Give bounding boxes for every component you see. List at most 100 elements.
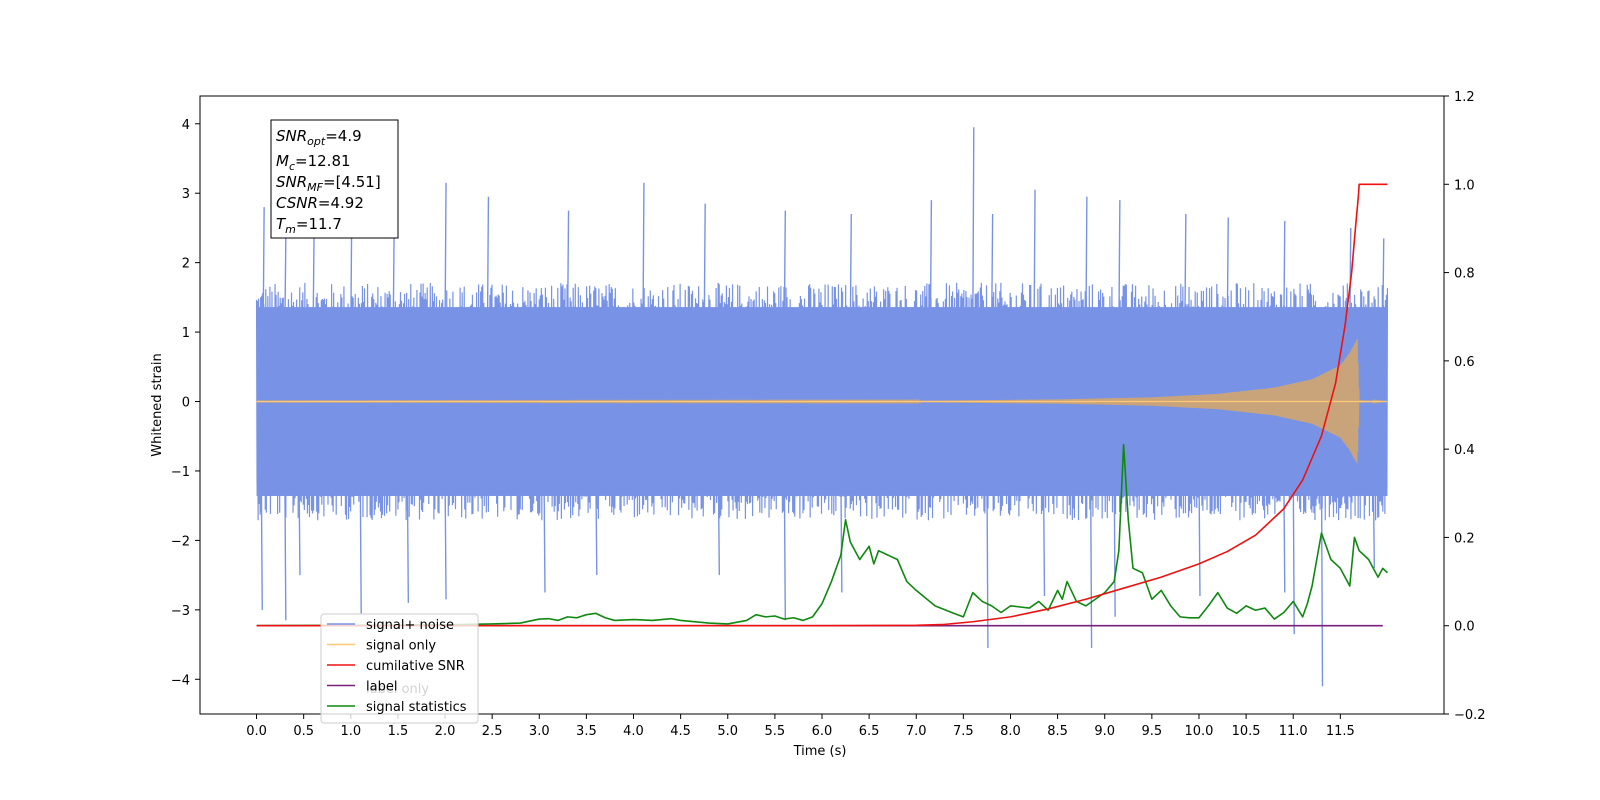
x-tick-label: 7.5 [953, 724, 974, 739]
x-tick-label: 5.5 [765, 724, 786, 739]
signal-noise-trough [1198, 470, 1201, 596]
y2-tick-label: −0.2 [1454, 708, 1486, 723]
series-cumilative-snr [256, 183, 1388, 627]
x-tick-label: 5.0 [717, 724, 738, 739]
x-tick-label: 1.5 [388, 724, 409, 739]
signal-noise-trough [595, 470, 598, 576]
y2-tick-label: 1.2 [1454, 90, 1475, 105]
info-box: SNRopt=4.9 Mc=12.81 SNRMF=[4.51] CSNR=4.… [270, 119, 399, 239]
signal-noise-trough [1292, 470, 1295, 635]
signal-noise-trough [783, 470, 787, 621]
signal-noise-peak [783, 210, 787, 333]
signal-noise-trough [284, 470, 287, 621]
signal-noise-trough [717, 470, 721, 576]
x-tick-label: 1.0 [340, 724, 361, 739]
signal-noise-peak [1033, 189, 1036, 333]
legend-label: signal+ noise [366, 618, 454, 633]
info-box-frame [270, 119, 399, 239]
legend-label: label [366, 680, 397, 695]
y2-tick-label: 0.8 [1454, 267, 1475, 282]
signal-noise-trough [406, 470, 410, 603]
y-tick-label: −1 [171, 465, 190, 480]
signal-noise-peak [1283, 220, 1286, 333]
y-tick-label: −2 [171, 534, 190, 549]
series-signal-statistics [256, 443, 1388, 627]
signal-noise-trough [840, 470, 843, 593]
info-snr-opt: SNRopt=4.9 [276, 127, 362, 148]
x-tick-label: 0.5 [293, 724, 314, 739]
x-axis-label: Time (s) [793, 744, 847, 759]
signal-noise-trough [1320, 470, 1324, 687]
y-tick-label: 3 [182, 187, 190, 202]
signal-noise-trough [1372, 470, 1376, 569]
info-csnr: CSNR=4.92 [276, 194, 364, 212]
signal-noise-peak [1085, 196, 1088, 333]
signal-noise-trough [986, 470, 989, 649]
legend-frame [320, 613, 479, 724]
x-tick-label: 11.5 [1326, 724, 1355, 739]
signal-noise-peak [1118, 200, 1121, 333]
info-tm: Tm=11.7 [276, 215, 342, 236]
y-tick-label: 1 [182, 326, 190, 341]
signal-noise-trough [444, 470, 447, 600]
signal-noise-peak [444, 182, 447, 333]
x-tick-label: 2.0 [435, 724, 456, 739]
info-snr-mf: SNRMF=[4.51] [276, 173, 381, 194]
x-tick-label: 3.5 [576, 724, 597, 739]
legend-label: cumilative SNR [366, 659, 465, 674]
series-layer [255, 127, 1389, 687]
signal-noise-peak [284, 238, 287, 333]
y-tick-label: 4 [182, 118, 190, 133]
y-axis-right: 1.2 1.0 0.8 0.6 0.4 0.2 0.0 −0.2 [1444, 90, 1486, 723]
x-tick-label: 3.0 [529, 724, 550, 739]
x-tick-label: 10.5 [1232, 724, 1261, 739]
signal-noise-peak [972, 127, 975, 333]
y-tick-label: −4 [171, 673, 190, 688]
signal-noise-peak [262, 207, 265, 333]
signal-noise-peak [703, 203, 706, 333]
x-tick-label: 4.5 [670, 724, 691, 739]
y2-tick-label: 0.4 [1454, 443, 1475, 458]
x-tick-label: 8.5 [1047, 724, 1068, 739]
legend-items: signal+ noise signal only cumilative SNR la… [327, 618, 467, 715]
signal-noise-peak [1226, 217, 1229, 333]
signal-noise-trough [359, 470, 362, 614]
signal-noise-peak [849, 214, 852, 333]
signal-noise-peak [990, 214, 994, 333]
legend-ghost-text: label only [366, 682, 429, 697]
x-tick-label: 10.0 [1184, 724, 1213, 739]
x-tick-label: 8.0 [1000, 724, 1021, 739]
info-mc: Mc=12.81 [276, 152, 351, 173]
x-tick-label: 0.0 [246, 724, 267, 739]
x-tick-label: 7.0 [906, 724, 927, 739]
signal-noise-trough [1283, 470, 1286, 593]
signal-noise-peak [392, 220, 395, 333]
y-tick-label: 0 [182, 396, 190, 411]
x-tick-label: 11.0 [1279, 724, 1308, 739]
signal-noise-trough [1113, 470, 1116, 617]
y-tick-label: 2 [182, 257, 190, 272]
y-axis-label: Whitened strain [150, 353, 165, 456]
signal-noise-peak [486, 196, 490, 333]
signal-noise-trough [543, 470, 546, 593]
x-axis: 0.0 0.5 1.0 1.5 2.0 2.5 3.0 3.5 4.0 4.5 5.0 5.5 6.0 6… [246, 714, 1355, 739]
signal-noise-peak [642, 182, 645, 333]
x-tick-label: 9.5 [1142, 724, 1163, 739]
signal-noise-trough [298, 470, 301, 576]
y2-tick-label: 0.2 [1454, 531, 1475, 546]
y2-tick-label: 1.0 [1454, 178, 1475, 193]
y-tick-label: −3 [171, 604, 190, 619]
signal-noise-trough [1089, 470, 1093, 649]
y2-tick-label: 0.0 [1454, 620, 1475, 635]
x-tick-label: 6.5 [859, 724, 880, 739]
x-tick-label: 6.0 [812, 724, 833, 739]
y2-tick-label: 0.6 [1454, 355, 1475, 370]
x-tick-label: 2.5 [482, 724, 503, 739]
y-axis-left: 4 3 2 1 0 −1 −2 −3 −4 [171, 118, 200, 688]
signal-noise-peak [1382, 238, 1385, 333]
signal-noise-trough [260, 470, 263, 610]
legend-label: signal only [366, 639, 436, 654]
signal-noise-trough [1042, 470, 1046, 596]
signal-noise-peak [566, 210, 570, 333]
